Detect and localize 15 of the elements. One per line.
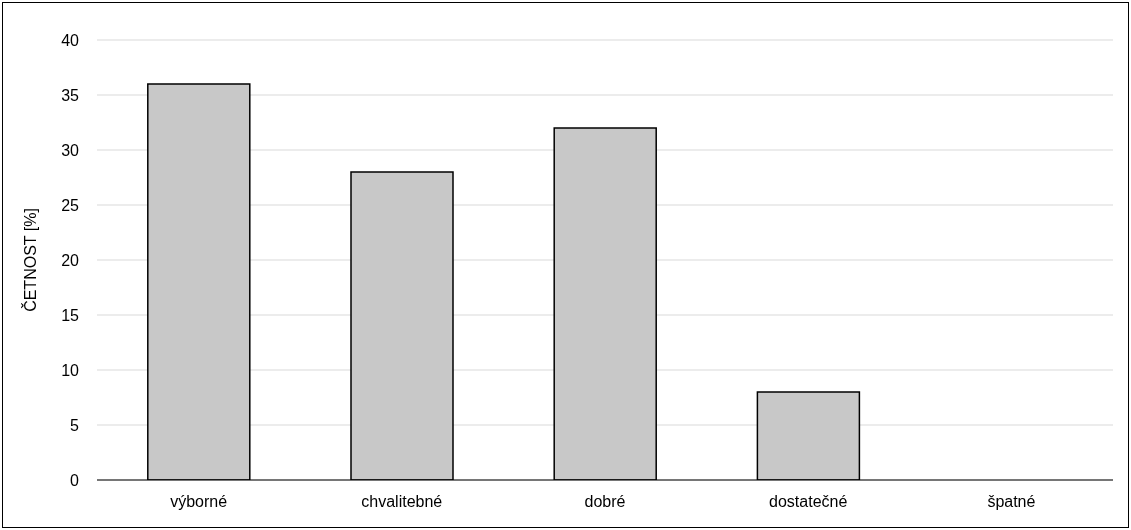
x-tick-label: chvalitebné — [361, 493, 443, 511]
x-tick-label: výborné — [170, 493, 228, 511]
y-tick-label: 35 — [61, 86, 80, 104]
x-tick-label: dobré — [584, 493, 626, 511]
y-tick-label: 30 — [61, 141, 80, 159]
y-tick-label: 20 — [61, 251, 80, 269]
y-tick-label: 0 — [70, 471, 80, 489]
x-tick-label: špatné — [987, 493, 1036, 511]
x-tick-label: dostatečné — [769, 493, 848, 511]
y-axis-title: ČETNOST [%] — [20, 208, 39, 312]
y-tick-label: 40 — [61, 31, 80, 49]
y-tick-label: 15 — [61, 306, 80, 324]
y-tick-label: 5 — [70, 416, 80, 434]
y-tick-label: 25 — [61, 196, 80, 214]
y-tick-label: 10 — [61, 361, 80, 379]
